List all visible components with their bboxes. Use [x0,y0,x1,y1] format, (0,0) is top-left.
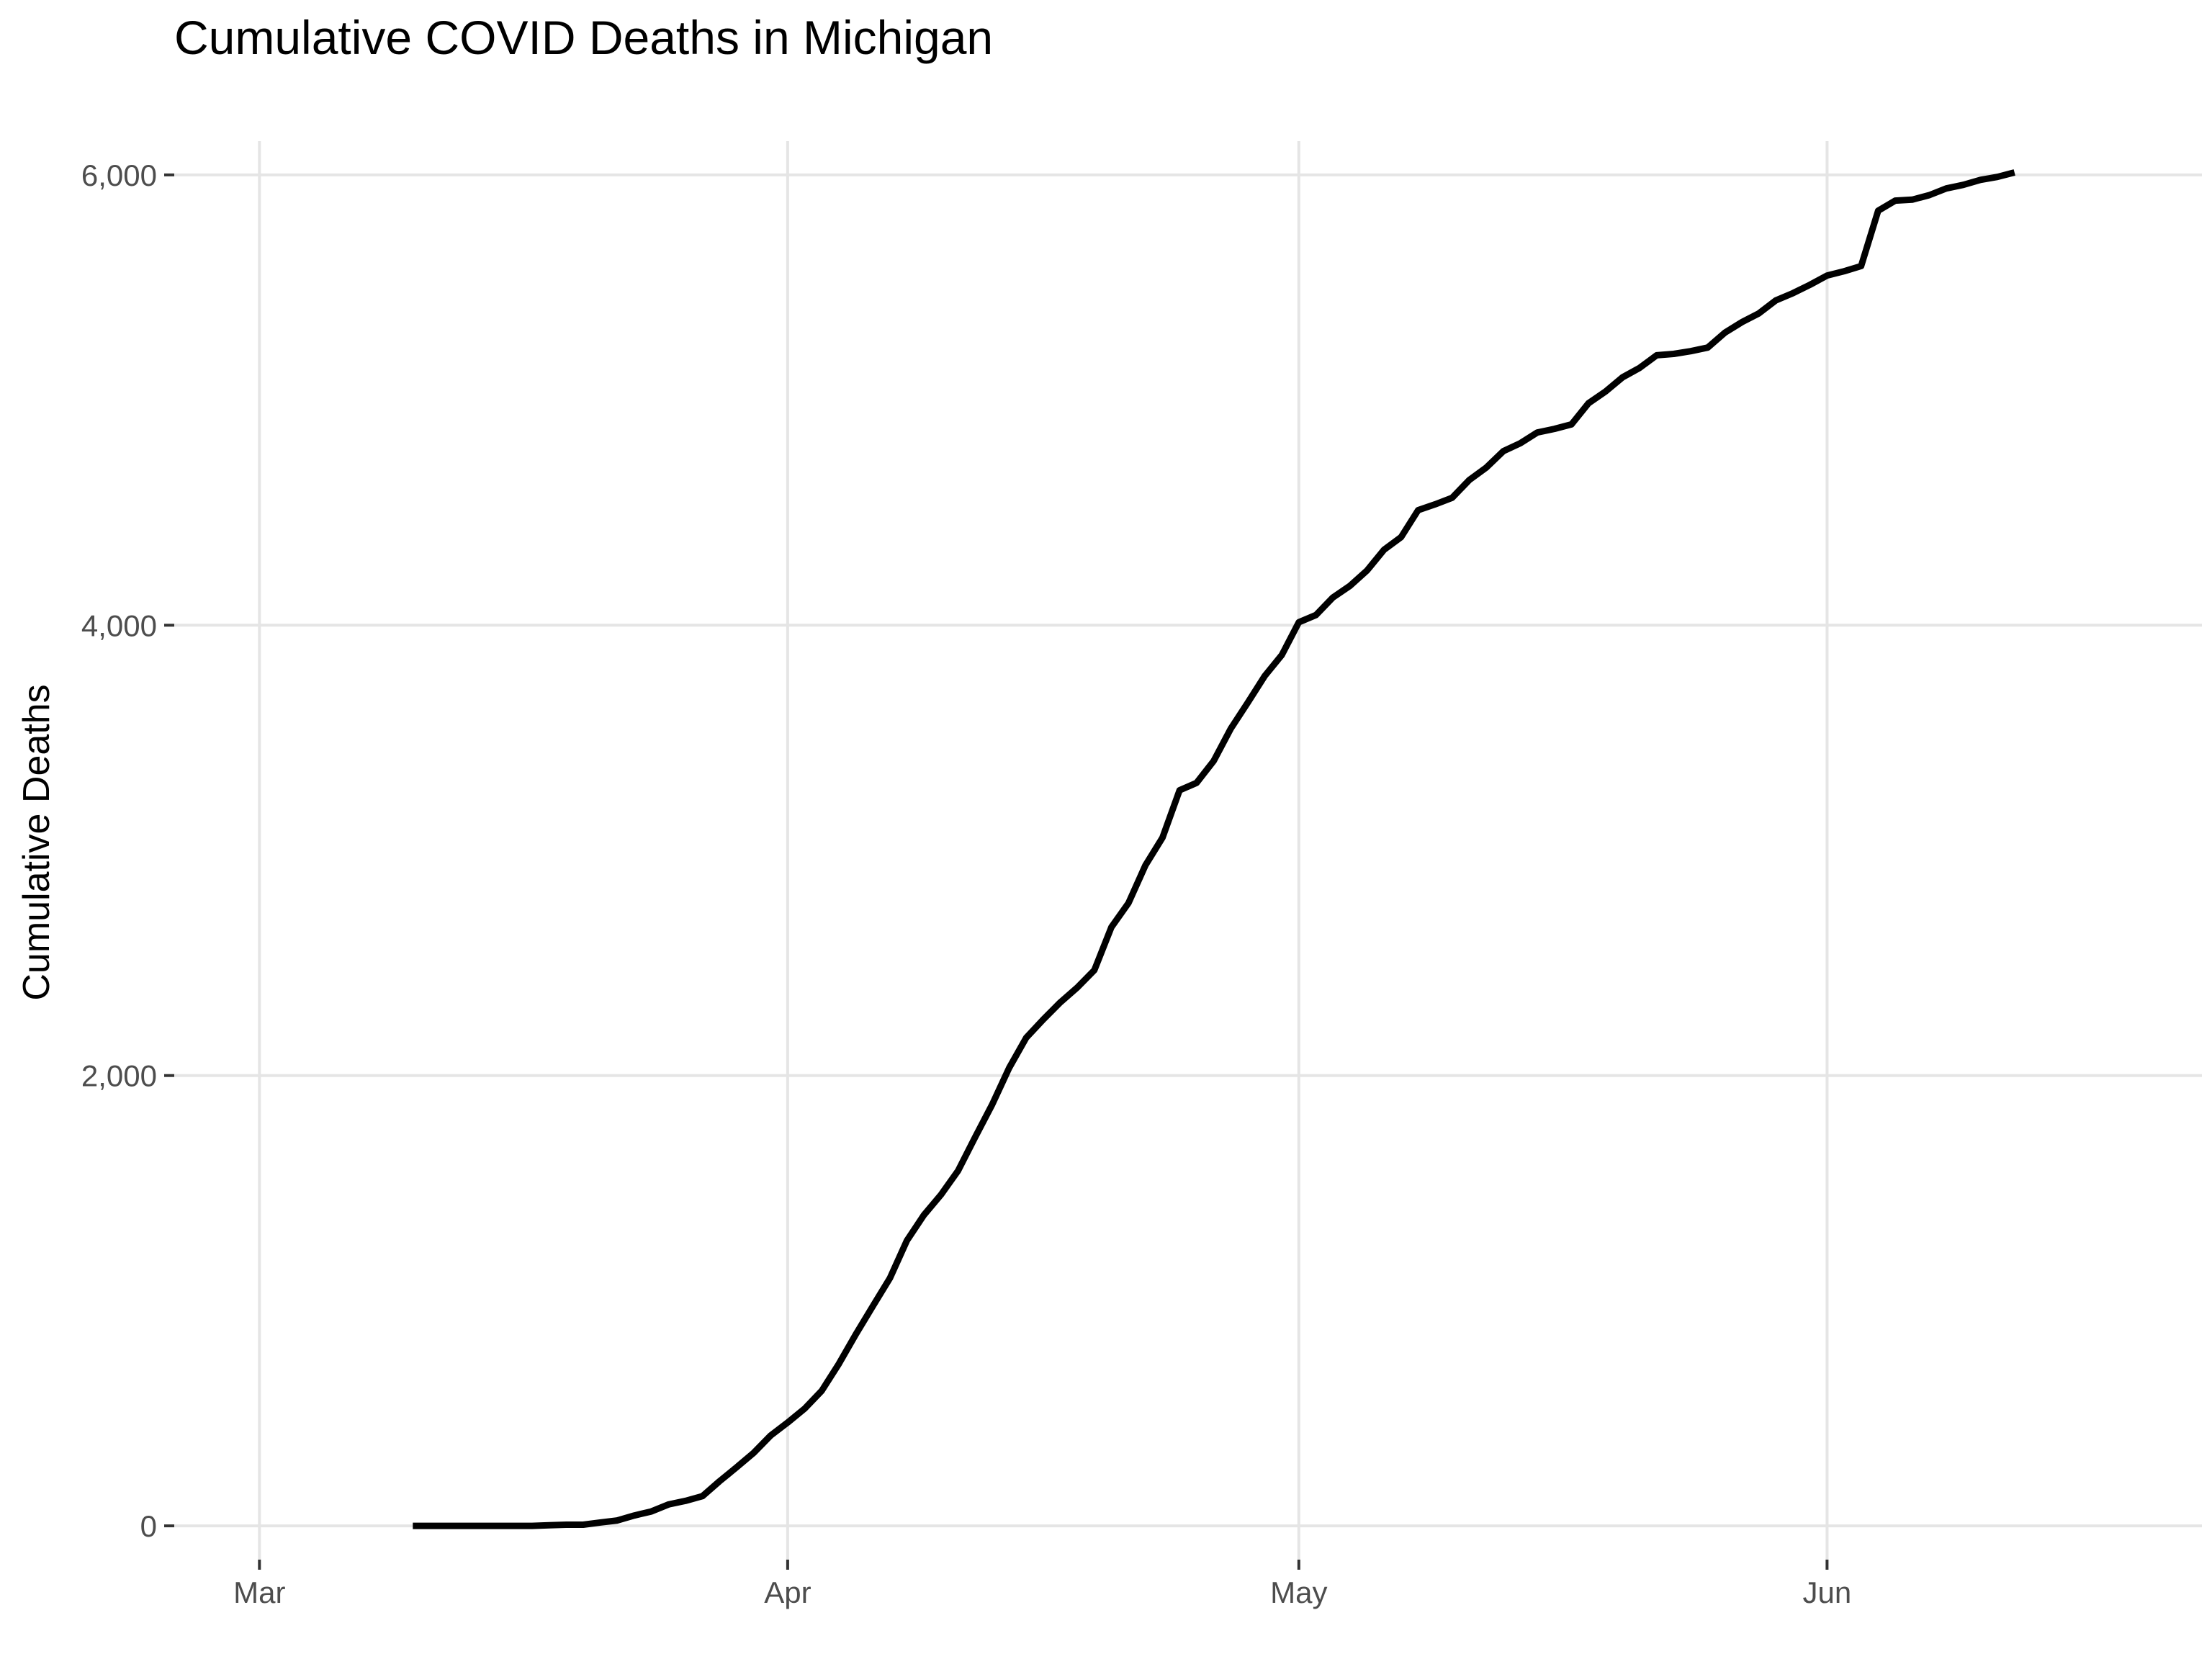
y-tick-label: 4,000 [81,608,157,642]
y-axis-title: Cumulative Deaths [16,684,58,1000]
x-tick-label: Jun [1803,1575,1852,1609]
gridlines [174,141,2202,1560]
y-tick-label: 2,000 [81,1059,157,1093]
x-tick-label: May [1270,1575,1327,1609]
x-tick-label: Apr [764,1575,811,1609]
y-tick-label: 6,000 [81,158,157,192]
axis-ticks: 0 2,000 4,000 6,000 Mar Apr May Jun [81,158,1851,1609]
x-tick-label: Mar [233,1575,285,1609]
y-tick-label: 0 [140,1509,157,1543]
series-layer [413,169,2015,1529]
chart-title: Cumulative COVID Deaths in Michigan [174,11,994,64]
series-line [413,169,2015,1529]
